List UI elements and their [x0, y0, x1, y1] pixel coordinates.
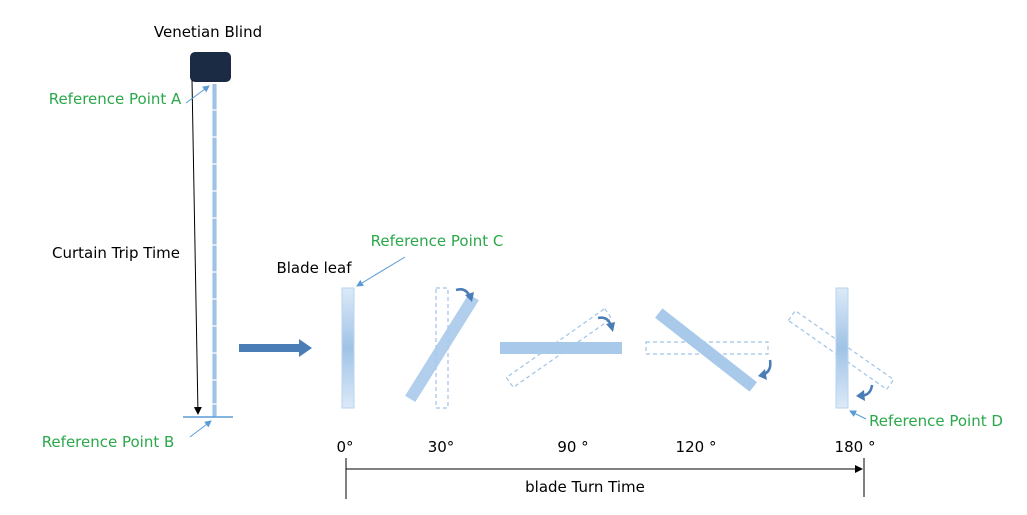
blade-turn-label: blade Turn Time	[525, 478, 645, 496]
blind-head	[190, 52, 231, 82]
blade-leaf-label: Blade leaf	[276, 259, 352, 277]
reference-point-b-pointer	[189, 420, 212, 438]
blind-slat-stack	[211, 84, 218, 417]
reference-point-d-label: Reference Point D	[869, 412, 1003, 430]
angle-label-90: 90 °	[557, 438, 588, 456]
angle-label-120: 120 °	[676, 438, 717, 456]
angle-label-0: 0°	[336, 438, 353, 456]
angle-label-30: 30°	[428, 438, 455, 456]
angle-label-180: 180 °	[835, 438, 876, 456]
curtain-trip-label: Curtain Trip Time	[52, 244, 180, 262]
blade-0-deg	[341, 287, 355, 409]
reference-point-a-pointer	[185, 85, 210, 104]
reference-point-d-pointer	[849, 410, 867, 420]
diagram-title: Venetian Blind	[154, 23, 262, 41]
reference-point-b-label: Reference Point B	[42, 433, 175, 451]
curtain-trip-arrow	[191, 79, 202, 415]
blade-120-deg	[645, 308, 772, 392]
reference-point-c-pointer	[356, 256, 406, 287]
reference-point-a-label: Reference Point A	[49, 90, 182, 108]
blade-90-deg	[500, 307, 622, 389]
blade-180-deg	[787, 287, 895, 409]
transition-arrow	[239, 339, 312, 357]
blade-turn-arrow	[345, 458, 865, 499]
reference-point-c-label: Reference Point C	[371, 232, 504, 250]
blade-30-deg	[405, 287, 479, 409]
